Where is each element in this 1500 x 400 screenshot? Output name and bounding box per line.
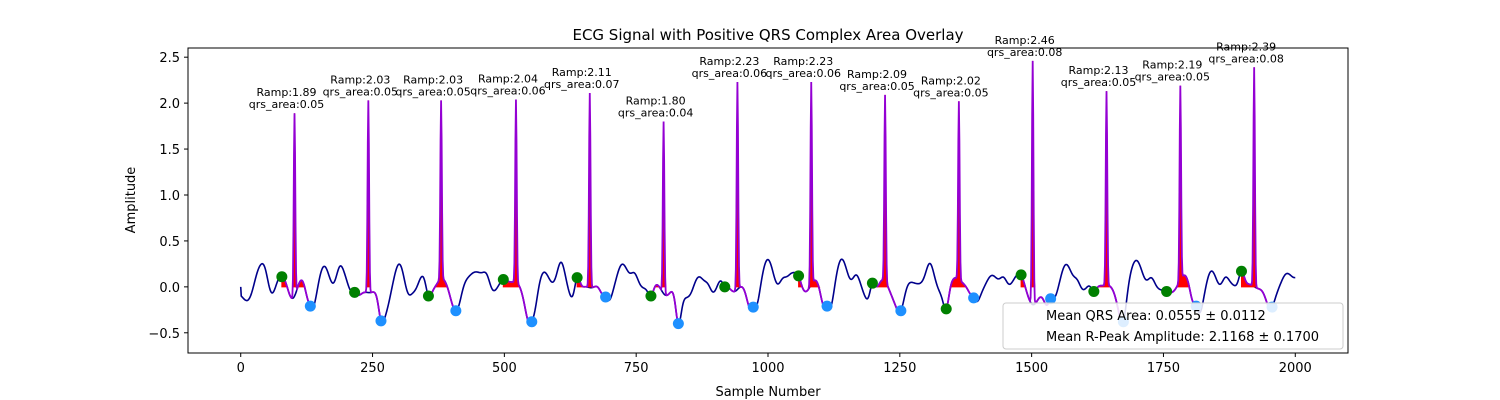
ramp-label-7: Ramp:2.23	[773, 55, 833, 68]
x-tick-label-250: 250	[360, 361, 385, 376]
qrs-area-label-7: qrs_area:0.06	[766, 67, 841, 80]
qrs-onset-marker-10	[1015, 269, 1027, 281]
qrs-segment-4	[576, 93, 607, 298]
qrs-area-label-9: qrs_area:0.05	[913, 86, 988, 99]
qrs-segment-7	[797, 81, 828, 308]
qrs-onset-marker-5	[645, 290, 657, 302]
legend-entry-mean-qrs-area: Mean QRS Area: 0.0555 ± 0.0112	[1046, 309, 1266, 324]
ramp-label-5: Ramp:1.80	[626, 94, 686, 107]
ramp-label-12: Ramp:2.19	[1142, 59, 1202, 72]
qrs-segment-8	[871, 94, 902, 314]
legend-entry-mean-r-peak-amplitude: Mean R-Peak Amplitude: 2.1168 ± 0.1700	[1046, 330, 1319, 345]
x-tick-label-2000: 2000	[1279, 361, 1312, 376]
ramp-label-6: Ramp:2.23	[699, 55, 759, 68]
qrs-offset-marker-6	[747, 301, 759, 313]
x-tick-label-1000: 1000	[751, 361, 784, 376]
qrs-area-label-4: qrs_area:0.07	[544, 78, 619, 91]
qrs-area-label-13: qrs_area:0.08	[1208, 52, 1283, 65]
ramp-label-3: Ramp:2.04	[478, 72, 538, 85]
y-tick-label-6: 2.5	[159, 51, 180, 66]
qrs-offset-marker-0	[304, 300, 316, 312]
x-tick-label-500: 500	[492, 361, 517, 376]
qrs-area-label-11: qrs_area:0.05	[1061, 76, 1136, 89]
qrs-area-label-1: qrs_area:0.05	[323, 85, 398, 98]
legend: Mean QRS Area: 0.0555 ± 0.0112 Mean R-Pe…	[1002, 302, 1344, 350]
qrs-area-label-10: qrs_area:0.08	[987, 46, 1062, 59]
y-tick-label-4: 1.5	[159, 143, 180, 158]
x-tick-label-0: 0	[237, 361, 245, 376]
qrs-offset-marker-8	[895, 305, 907, 317]
qrs-segment-2	[427, 100, 457, 312]
qrs-offset-marker-7	[821, 300, 833, 312]
qrs-onset-marker-8	[866, 277, 878, 289]
qrs-area-label-0: qrs_area:0.05	[249, 98, 324, 111]
legend-box	[1002, 302, 1344, 350]
qrs-area-label-5: qrs_area:0.04	[618, 106, 693, 119]
plot-area: Ramp:1.89qrs_area:0.05Ramp:2.03qrs_area:…	[239, 34, 1296, 330]
ramp-label-0: Ramp:1.89	[256, 86, 316, 99]
ramp-label-13: Ramp:2.39	[1216, 40, 1276, 53]
qrs-segment-9	[945, 101, 975, 310]
ramp-label-8: Ramp:2.09	[847, 68, 907, 81]
qrs-onset-marker-2	[422, 290, 434, 302]
y-tick-label-0: −0.5	[148, 327, 180, 342]
qrs-onset-marker-11	[1088, 285, 1100, 297]
qrs-segment-5	[650, 121, 680, 324]
qrs-area-label-12: qrs_area:0.05	[1135, 71, 1210, 84]
qrs-offset-marker-9	[968, 292, 980, 304]
qrs-offset-marker-2	[450, 305, 462, 317]
ramp-label-4: Ramp:2.11	[552, 66, 612, 79]
x-tick-label-1750: 1750	[1147, 361, 1180, 376]
qrs-offset-marker-4	[600, 291, 612, 303]
qrs-area-label-2: qrs_area:0.05	[395, 85, 470, 98]
y-tick-label-2: 0.5	[159, 235, 180, 250]
qrs-area-label-6: qrs_area:0.06	[692, 67, 767, 80]
annotation-layer: Ramp:1.89qrs_area:0.05Ramp:2.03qrs_area:…	[249, 34, 1284, 120]
qrs-onset-marker-9	[940, 303, 952, 315]
qrs-area-label-8: qrs_area:0.05	[839, 80, 914, 93]
qrs-onset-marker-4	[571, 272, 583, 284]
qrs-onset-marker-3	[497, 274, 509, 286]
y-axis-ticks: −0.5 0.0 0.5 1.0 1.5 2.0 2.5	[148, 51, 188, 342]
qrs-onset-marker-13	[1235, 265, 1247, 277]
qrs-onset-marker-0	[276, 271, 288, 283]
ramp-label-2: Ramp:2.03	[403, 73, 463, 86]
ramp-label-1: Ramp:2.03	[330, 73, 390, 86]
qrs-offset-marker-3	[526, 316, 538, 328]
x-tick-label-1500: 1500	[1015, 361, 1048, 376]
y-tick-label-5: 2.0	[159, 97, 180, 112]
qrs-offset-marker-5	[672, 318, 684, 330]
qrs-segment-0	[281, 113, 312, 307]
chart-title: ECG Signal with Positive QRS Complex Are…	[572, 26, 963, 44]
x-tick-label-1250: 1250	[883, 361, 916, 376]
qrs-onset-marker-7	[793, 270, 805, 282]
qrs-onset-marker-12	[1161, 285, 1173, 297]
x-axis-label: Sample Number	[715, 385, 821, 400]
y-tick-label-1: 0.0	[159, 281, 180, 296]
ramp-label-9: Ramp:2.02	[921, 74, 981, 87]
y-tick-label-3: 1.0	[159, 189, 180, 204]
y-axis-label: Amplitude	[124, 167, 139, 234]
x-tick-label-750: 750	[624, 361, 649, 376]
x-axis-ticks: 0 250 500 750 1000 1250 1500 1750 2000	[237, 353, 1312, 376]
qrs-offset-marker-10	[1045, 293, 1057, 305]
qrs-onset-marker-1	[349, 286, 361, 298]
qrs-offset-marker-1	[375, 315, 387, 327]
ramp-label-11: Ramp:2.13	[1068, 64, 1128, 77]
qrs-area-label-3: qrs_area:0.06	[470, 84, 545, 97]
ramp-label-10: Ramp:2.46	[995, 34, 1055, 47]
qrs-onset-marker-6	[719, 281, 731, 293]
